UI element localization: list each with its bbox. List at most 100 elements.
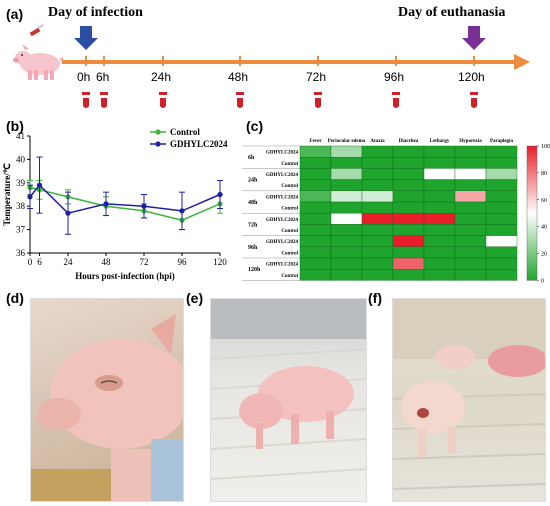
x-tick-label: 48	[102, 257, 112, 267]
heatmap-cell	[485, 145, 518, 158]
heatmap-cell	[361, 179, 394, 191]
heatmap-group-label: 72h	[248, 222, 258, 228]
syringe-icon	[29, 23, 45, 37]
heatmap-group-label: 24h	[248, 178, 258, 184]
y-tick-label: 37	[16, 225, 26, 235]
heatmap-row-label: GDHYLC2024	[266, 195, 298, 200]
heatmap-column-label: Lethargy	[430, 139, 450, 144]
heatmap-row-label: Control	[281, 274, 298, 279]
timeline-tick-4: 72h	[306, 70, 327, 84]
heatmap-cell	[392, 157, 425, 169]
heatmap-cell	[330, 257, 363, 270]
colorbar-tick-label: 0	[541, 278, 544, 284]
heatmap-cell	[299, 212, 332, 225]
heatmap-cell	[423, 190, 456, 203]
heatmap-cell	[485, 168, 518, 180]
y-tick-label: 40	[16, 154, 26, 164]
heatmap-cell	[392, 190, 425, 203]
heatmap-cell	[299, 246, 332, 259]
heatmap-cell	[454, 224, 487, 236]
x-tick-label: 96	[178, 257, 188, 267]
timeline-tick-0: 0h	[77, 70, 91, 84]
data-point	[27, 194, 33, 200]
x-tick-label: 0	[28, 257, 33, 267]
heatmap-cell	[392, 179, 425, 191]
colorbar	[526, 145, 538, 281]
timeline-arrowhead	[514, 54, 530, 70]
heatmap-cell	[361, 235, 394, 247]
heatmap-cell	[361, 212, 394, 225]
heatmap-cell	[299, 268, 332, 281]
heatmap-cell	[454, 268, 487, 281]
blood-tubes	[82, 92, 478, 108]
data-point	[179, 208, 185, 214]
heatmap-cell	[299, 224, 332, 236]
photo-piglet-standing	[210, 298, 367, 502]
heatmap-cell	[299, 201, 332, 214]
heatmap-cell	[454, 190, 487, 203]
panel-label-c: (c)	[246, 118, 264, 134]
heatmap-cell	[299, 257, 332, 270]
heatmap-cell	[485, 224, 518, 236]
timeline-ticks	[85, 56, 475, 66]
data-point	[217, 191, 223, 198]
heatmap-cell	[423, 157, 456, 169]
heatmap-cell	[485, 257, 518, 270]
heatmap-group-label: 48h	[248, 200, 258, 206]
heatmap-cell	[423, 201, 456, 214]
symptom-heatmap: Fever Periocular edema Ataxia Diarrhea Letha…	[242, 139, 550, 284]
euthanasia-arrow	[462, 26, 486, 50]
panel-label-d: (d)	[6, 290, 24, 306]
heatmap-column-label: Diarrhea	[399, 139, 419, 144]
legend-label: GDHYLC2024	[170, 139, 228, 149]
heatmap-cell	[299, 168, 332, 180]
heatmap-cell	[485, 235, 518, 247]
data-point	[103, 201, 109, 207]
x-tick-label: 120	[213, 257, 227, 267]
heatmap-cell	[392, 268, 425, 281]
heatmap-cell	[454, 145, 487, 158]
timeline-tick-6: 120h	[458, 70, 485, 84]
heatmap-cell	[299, 179, 332, 191]
heatmap-group-label: 96h	[248, 245, 258, 251]
y-tick-label: 38	[16, 201, 26, 211]
temperature-chart: 36 37 38 39 40 41 0 6 24 48 72 96 120 Hours post-infe…	[2, 127, 228, 281]
heatmap-cell	[423, 212, 456, 225]
colorbar-tick-label: 60	[541, 198, 547, 204]
heatmap-row-label: Control	[281, 207, 298, 212]
heatmap-cell	[454, 168, 487, 180]
heatmap-cell	[423, 257, 456, 270]
blood-tube-icon	[159, 92, 167, 108]
heatmap-group-label: 120h	[248, 267, 261, 273]
heatmap-cell	[392, 168, 425, 180]
piglet-head-figure	[31, 314, 183, 501]
blood-tube-icon	[236, 92, 244, 108]
y-tick-label: 39	[16, 178, 26, 188]
heatmap-row-label: Control	[281, 162, 298, 167]
heatmap-cell	[361, 246, 394, 259]
infection-label: Day of infection	[48, 5, 143, 20]
blood-tube-icon	[100, 92, 108, 108]
heatmap-cell	[361, 168, 394, 180]
panel-label-b: (b)	[6, 118, 24, 134]
data-point	[36, 182, 43, 188]
heatmap-cell	[485, 179, 518, 191]
heatmap-cell	[454, 257, 487, 270]
blood-tube-icon	[470, 92, 478, 108]
heatmap-cell	[392, 257, 425, 270]
heatmap-cell	[299, 157, 332, 169]
timeline-tick-1: 6h	[96, 70, 110, 84]
heatmap-cell	[330, 246, 363, 259]
heatmap-cell	[361, 157, 394, 169]
heatmap-cell	[485, 212, 518, 225]
heatmap-cell	[330, 168, 363, 180]
heatmap-row-label: GDHYLC2024	[266, 173, 298, 178]
heatmap-cell	[423, 179, 456, 191]
timeline-tick-5: 96h	[384, 70, 405, 84]
heatmap-cell	[330, 190, 363, 203]
heatmap-cell	[330, 157, 363, 169]
heatmap-cell	[423, 168, 456, 180]
data-point	[65, 210, 71, 216]
heatmap-cell	[392, 212, 425, 225]
heatmap-row-label: GDHYLC2024	[266, 218, 298, 223]
